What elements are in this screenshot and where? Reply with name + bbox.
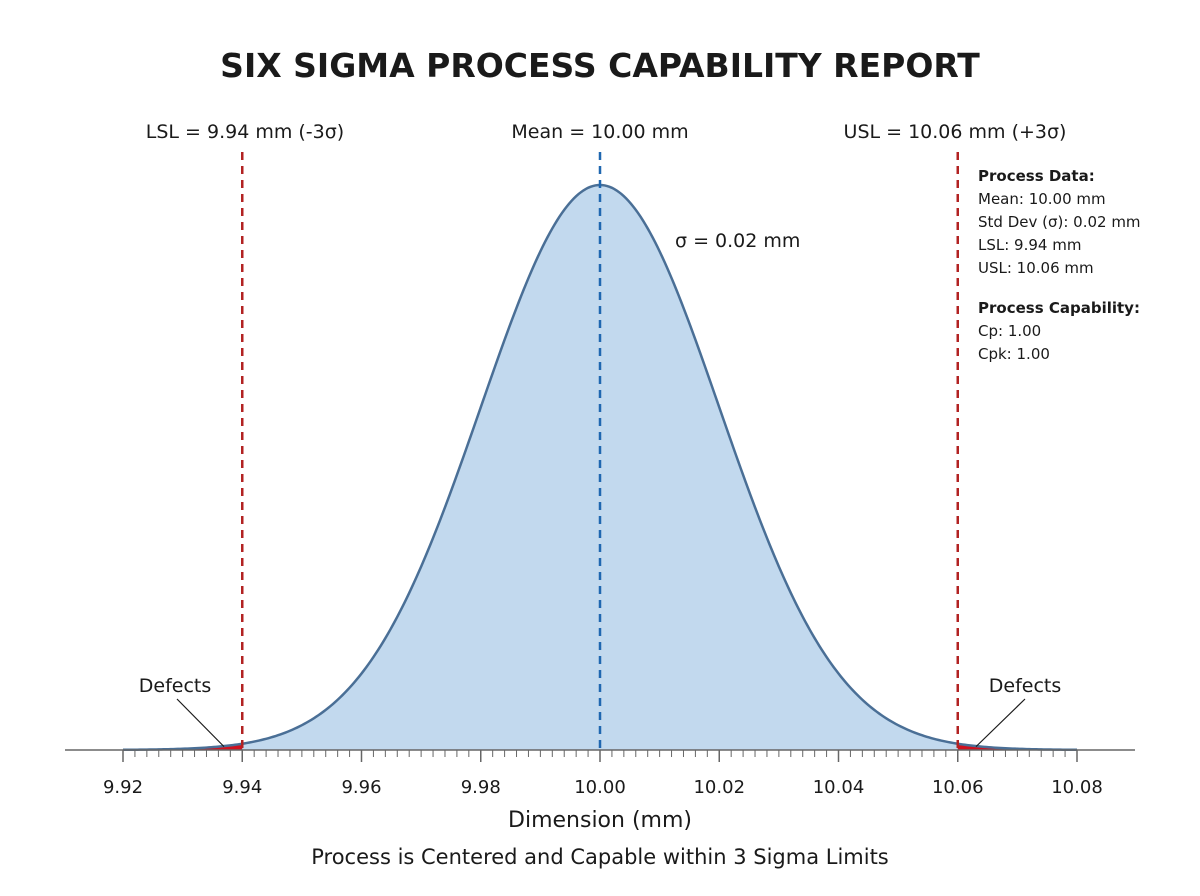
defects-label-right: Defects: [989, 675, 1062, 697]
info-panel: Process Data: Mean: 10.00 mm Std Dev (σ)…: [978, 167, 1141, 363]
chart-caption: Process is Centered and Capable within 3…: [311, 845, 889, 869]
lsl-label: LSL = 9.94 mm (-3σ): [146, 121, 344, 143]
process-data-heading: Process Data:: [978, 167, 1095, 185]
capability-cp: Cp: 1.00: [978, 322, 1041, 340]
usl-label: USL = 10.06 mm (+3σ): [844, 121, 1067, 143]
x-tick-label: 9.98: [461, 777, 501, 798]
chart-title: SIX SIGMA PROCESS CAPABILITY REPORT: [220, 46, 980, 85]
x-axis-label: Dimension (mm): [508, 808, 692, 833]
process-data-mean: Mean: 10.00 mm: [978, 190, 1106, 208]
x-tick-label: 9.92: [103, 777, 143, 798]
x-tick-label: 10.08: [1051, 777, 1103, 798]
sigma-label: σ = 0.02 mm: [675, 230, 800, 252]
x-tick-label: 9.96: [341, 777, 381, 798]
x-tick-label: 10.00: [574, 777, 626, 798]
mean-label: Mean = 10.00 mm: [511, 121, 688, 143]
x-tick-label: 9.94: [222, 777, 262, 798]
x-tick-label: 10.02: [693, 777, 745, 798]
defects-pointer-left: [176, 698, 225, 748]
defects-pointer-right: [975, 698, 1026, 748]
process-data-std-dev: Std Dev (σ): 0.02 mm: [978, 213, 1141, 231]
process-data-lsl: LSL: 9.94 mm: [978, 236, 1081, 254]
process-data-usl: USL: 10.06 mm: [978, 259, 1094, 277]
capability-cpk: Cpk: 1.00: [978, 345, 1050, 363]
x-tick-label: 10.06: [932, 777, 984, 798]
defect-region-right: [957, 743, 1077, 750]
capability-heading: Process Capability:: [978, 299, 1140, 317]
defect-region-left: [123, 743, 243, 750]
defects-label-left: Defects: [139, 675, 212, 697]
x-tick-label: 10.04: [813, 777, 865, 798]
plot-area: 9.92 9.94 9.96 9.98 10.00 10.02 10.04 10.06 10.0…: [65, 152, 1135, 798]
